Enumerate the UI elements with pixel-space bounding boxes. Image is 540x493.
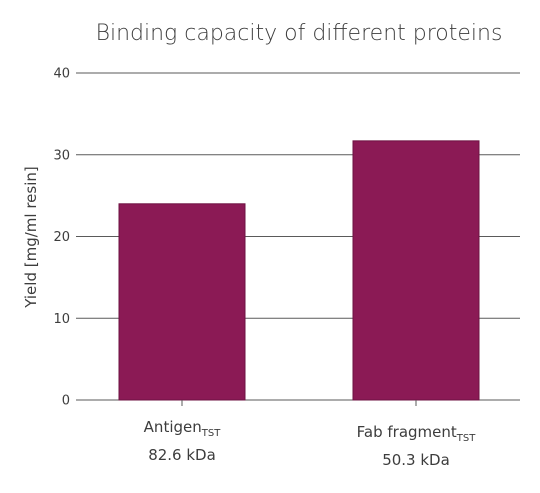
category-detail: 50.3 kDa bbox=[382, 451, 450, 469]
y-tick-label: 30 bbox=[53, 148, 70, 163]
y-tick-label: 10 bbox=[53, 312, 70, 327]
category-name: Antigen bbox=[144, 418, 202, 436]
category-subscript: TST bbox=[456, 433, 476, 444]
y-tick-label: 0 bbox=[62, 394, 70, 409]
chart-title: Binding capacity of different proteins bbox=[96, 21, 503, 46]
bar bbox=[352, 140, 480, 401]
bars bbox=[118, 140, 480, 401]
category-subscript: TST bbox=[201, 428, 221, 439]
category-name: Fab fragment bbox=[357, 423, 457, 441]
y-tick-label: 20 bbox=[53, 230, 70, 245]
x-tick-label: AntigenTST bbox=[144, 418, 222, 439]
y-axis-label: Yield [mg/ml resin] bbox=[22, 166, 40, 308]
category-detail: 82.6 kDa bbox=[148, 446, 216, 464]
y-tick-label: 40 bbox=[53, 67, 70, 82]
bar bbox=[118, 203, 246, 401]
y-tick-labels: 0 10 20 30 40 bbox=[53, 67, 70, 409]
x-tick-label: Fab fragmentTST bbox=[357, 423, 477, 444]
